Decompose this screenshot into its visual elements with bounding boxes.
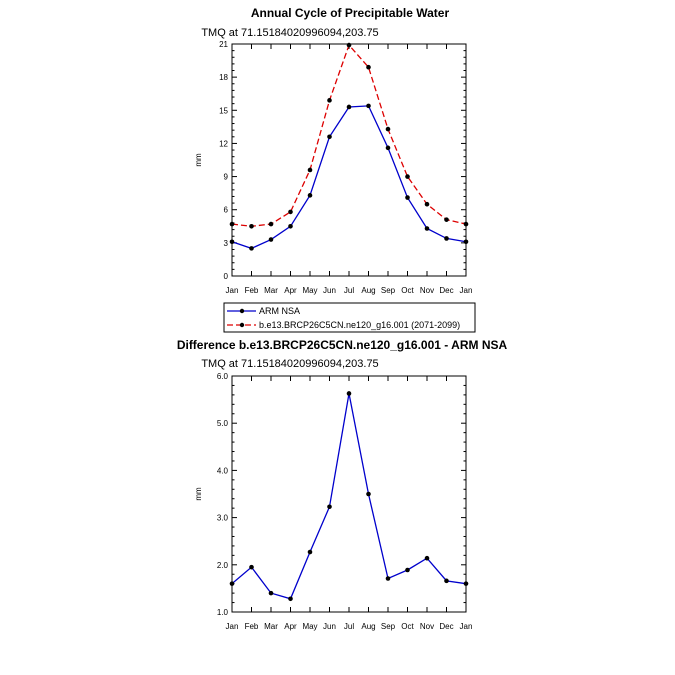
x-tick-label: Jul bbox=[344, 622, 354, 631]
difference-chart: Difference b.e13.BRCP26C5CN.ne120_g16.00… bbox=[177, 338, 508, 631]
chart2-title: Difference b.e13.BRCP26C5CN.ne120_g16.00… bbox=[177, 338, 508, 352]
data-point bbox=[249, 564, 254, 570]
x-tick-label: Apr bbox=[284, 622, 297, 631]
data-point bbox=[385, 126, 391, 132]
chart1-subtitle: TMQ at 71.15184020996094,203.75 bbox=[201, 27, 378, 39]
data-point bbox=[249, 246, 254, 251]
data-point bbox=[288, 223, 293, 229]
data-point bbox=[444, 236, 449, 241]
x-tick-label: Dec bbox=[439, 622, 453, 631]
data-point bbox=[424, 555, 430, 561]
x-tick-label: Dec bbox=[439, 286, 453, 295]
data-point bbox=[249, 223, 254, 229]
data-point bbox=[346, 391, 352, 396]
x-tick-label: Nov bbox=[420, 622, 434, 631]
y-tick-label: 3.0 bbox=[217, 514, 229, 523]
chart2-plot-frame bbox=[231, 375, 467, 613]
legend-box bbox=[223, 302, 476, 333]
x-tick-label: Jun bbox=[323, 286, 336, 295]
y-tick-label: 6.0 bbox=[217, 372, 229, 381]
y-tick-label: 1.0 bbox=[217, 608, 229, 617]
x-tick-label: Jan bbox=[460, 286, 473, 295]
data-point bbox=[288, 209, 293, 215]
legend-model-label: b.e13.BRCP26C5CN.ne120_g16.001 (2071-209… bbox=[259, 320, 460, 330]
chart1-y-axis-label: mm bbox=[194, 153, 203, 167]
x-tick-label: Jan bbox=[226, 286, 239, 295]
x-tick-label: Nov bbox=[420, 286, 434, 295]
x-tick-label: Mar bbox=[264, 286, 278, 295]
data-point bbox=[327, 134, 332, 140]
annual-cycle-chart: Annual Cycle of Precipitable Water TMQ a… bbox=[194, 6, 472, 295]
data-point bbox=[405, 567, 410, 573]
x-tick-label: Jun bbox=[323, 622, 336, 631]
x-tick-label: Jan bbox=[460, 622, 473, 631]
legend-arm-nsa-label: ARM NSA bbox=[259, 306, 300, 316]
data-point bbox=[268, 237, 274, 242]
data-point bbox=[327, 98, 332, 103]
data-point bbox=[288, 596, 293, 602]
data-point bbox=[405, 195, 410, 200]
y-tick-label: 21 bbox=[219, 40, 228, 49]
data-point bbox=[346, 104, 352, 110]
x-tick-label: Sep bbox=[381, 622, 396, 631]
data-point bbox=[444, 578, 449, 584]
data-point bbox=[268, 221, 274, 227]
x-tick-label: Oct bbox=[401, 622, 414, 631]
data-point bbox=[307, 193, 313, 198]
y-tick-label: 6 bbox=[224, 206, 229, 215]
data-point bbox=[424, 201, 430, 207]
x-tick-label: May bbox=[302, 622, 317, 631]
y-tick-label: 2.0 bbox=[217, 561, 229, 570]
y-tick-label: 3 bbox=[224, 239, 229, 248]
data-point bbox=[346, 42, 352, 48]
x-tick-label: Mar bbox=[264, 622, 278, 631]
x-tick-label: Sep bbox=[381, 286, 396, 295]
data-point bbox=[307, 549, 313, 555]
chart1-plot-frame bbox=[231, 43, 467, 277]
data-point bbox=[424, 226, 430, 231]
data-point bbox=[385, 145, 391, 151]
legend-model-marker bbox=[239, 322, 245, 328]
y-tick-label: 9 bbox=[224, 173, 229, 182]
x-tick-label: Feb bbox=[245, 286, 259, 295]
data-point bbox=[444, 217, 449, 222]
data-point bbox=[385, 576, 391, 581]
chart1-legend: ARM NSA b.e13.BRCP26C5CN.ne120_g16.001 (… bbox=[223, 302, 476, 333]
chart1-series bbox=[229, 42, 469, 251]
y-tick-label: 4.0 bbox=[217, 466, 229, 475]
x-tick-label: Feb bbox=[245, 622, 259, 631]
data-point bbox=[327, 504, 332, 510]
x-tick-label: Aug bbox=[361, 286, 375, 295]
x-tick-label: Aug bbox=[361, 622, 375, 631]
x-tick-label: May bbox=[302, 286, 317, 295]
x-tick-label: Apr bbox=[284, 286, 297, 295]
y-tick-label: 5.0 bbox=[217, 419, 229, 428]
chart2-y-axis-label: mm bbox=[194, 487, 203, 501]
y-tick-label: 18 bbox=[219, 73, 228, 82]
x-tick-label: Jan bbox=[226, 622, 239, 631]
data-point bbox=[307, 167, 313, 173]
data-point bbox=[366, 491, 371, 497]
x-tick-label: Oct bbox=[401, 286, 414, 295]
y-tick-label: 12 bbox=[219, 139, 228, 148]
y-tick-label: 0 bbox=[224, 272, 229, 281]
data-point bbox=[268, 590, 274, 596]
chart1-axes: Jan Feb Mar Apr May Jun Jul Aug Sep Oct Nov Dec Jan 0… bbox=[219, 40, 472, 295]
chart2-subtitle: TMQ at 71.15184020996094,203.75 bbox=[201, 358, 378, 370]
legend-arm-nsa-marker bbox=[239, 308, 245, 314]
data-point bbox=[366, 64, 371, 70]
x-tick-label: Jul bbox=[344, 286, 354, 295]
y-tick-label: 15 bbox=[219, 106, 228, 115]
data-point bbox=[405, 174, 410, 179]
chart1-title: Annual Cycle of Precipitable Water bbox=[251, 6, 450, 20]
data-point bbox=[366, 103, 371, 109]
